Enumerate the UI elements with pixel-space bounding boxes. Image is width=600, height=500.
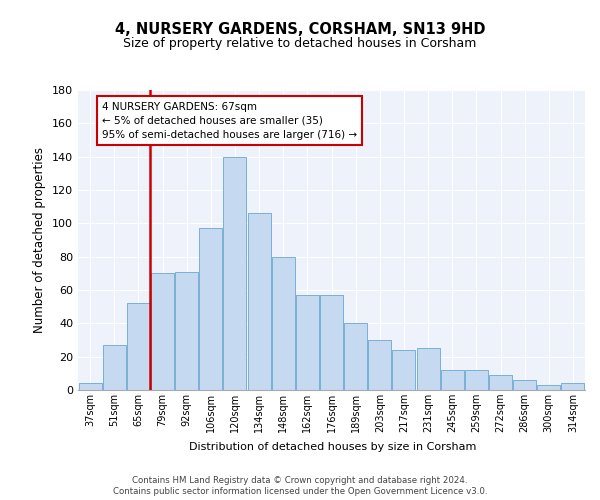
Bar	[465, 370, 488, 390]
Bar	[344, 324, 367, 390]
Bar	[79, 384, 101, 390]
Bar	[562, 384, 584, 390]
Bar	[175, 272, 198, 390]
Text: Contains HM Land Registry data © Crown copyright and database right 2024.: Contains HM Land Registry data © Crown c…	[132, 476, 468, 485]
Bar	[392, 350, 415, 390]
Bar	[151, 274, 174, 390]
Bar	[296, 295, 319, 390]
Text: Contains public sector information licensed under the Open Government Licence v3: Contains public sector information licen…	[113, 488, 487, 496]
Bar	[538, 385, 560, 390]
Bar	[127, 304, 150, 390]
Bar	[441, 370, 464, 390]
Text: Size of property relative to detached houses in Corsham: Size of property relative to detached ho…	[124, 36, 476, 50]
Y-axis label: Number of detached properties: Number of detached properties	[34, 147, 46, 333]
Bar	[272, 256, 295, 390]
Text: 4, NURSERY GARDENS, CORSHAM, SN13 9HD: 4, NURSERY GARDENS, CORSHAM, SN13 9HD	[115, 22, 485, 38]
Text: Distribution of detached houses by size in Corsham: Distribution of detached houses by size …	[190, 442, 476, 452]
Bar	[416, 348, 440, 390]
Bar	[248, 214, 271, 390]
Bar	[489, 375, 512, 390]
Bar	[513, 380, 536, 390]
Bar	[199, 228, 222, 390]
Bar	[368, 340, 391, 390]
Bar	[103, 345, 125, 390]
Text: 4 NURSERY GARDENS: 67sqm
← 5% of detached houses are smaller (35)
95% of semi-de: 4 NURSERY GARDENS: 67sqm ← 5% of detache…	[102, 102, 357, 140]
Bar	[320, 295, 343, 390]
Bar	[223, 156, 247, 390]
